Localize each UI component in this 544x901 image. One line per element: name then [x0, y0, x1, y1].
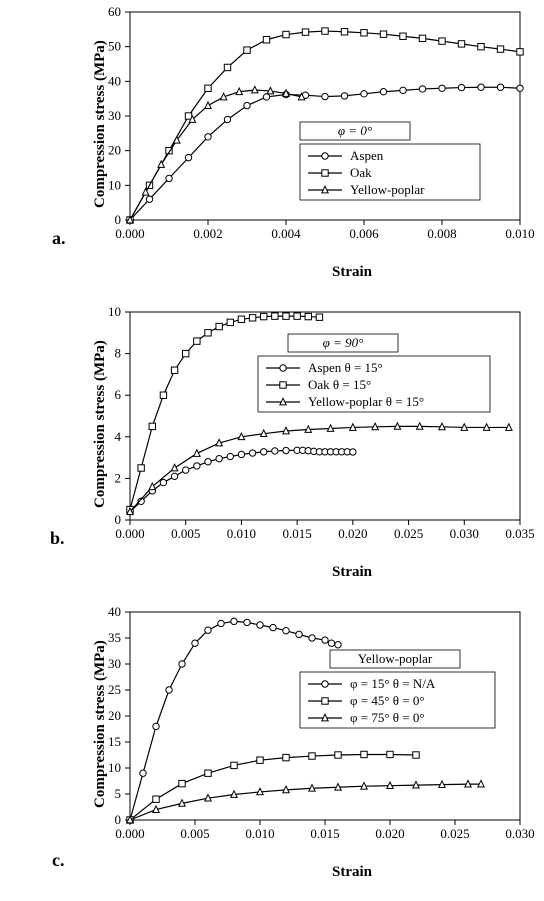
svg-text:0.030: 0.030	[450, 526, 479, 541]
panel-c: c. Compression stress (MPa) 0.0000.0050.…	[0, 600, 544, 892]
svg-text:0.025: 0.025	[440, 826, 469, 841]
svg-text:0.010: 0.010	[245, 826, 274, 841]
chart-b-xlabel: Strain	[0, 564, 544, 581]
svg-text:8: 8	[115, 346, 122, 361]
svg-text:10: 10	[108, 304, 121, 319]
svg-text:φ = 75° θ = 0°: φ = 75° θ = 0°	[350, 710, 425, 725]
svg-text:φ = 15° θ = N/A: φ = 15° θ = N/A	[350, 676, 436, 691]
page: a. Compression stress (MPa) 0.0000.0020.…	[0, 0, 544, 901]
chart-a-svg: 0.000 0.002 0.004 0.006 0.008 0.010 0 10 20 30 40 5…	[0, 0, 544, 292]
svg-text:Yellow-poplar: Yellow-poplar	[358, 651, 433, 666]
svg-text:20: 20	[108, 143, 121, 158]
svg-text:0.010: 0.010	[505, 226, 534, 241]
chart-a-xlabel: Strain	[0, 264, 544, 281]
svg-text:0.015: 0.015	[283, 526, 312, 541]
svg-text:35: 35	[108, 630, 121, 645]
svg-text:25: 25	[108, 682, 121, 697]
chart-b-svg: 0.000 0.005 0.010 0.015 0.020 0.025 0.030 0.035…	[0, 300, 544, 592]
svg-text:0.015: 0.015	[310, 826, 339, 841]
svg-text:60: 60	[108, 4, 121, 19]
svg-text:0.004: 0.004	[271, 226, 301, 241]
svg-text:0.010: 0.010	[227, 526, 256, 541]
svg-text:Oak θ = 15°: Oak θ = 15°	[308, 377, 371, 392]
svg-text:0: 0	[115, 212, 122, 227]
svg-text:6: 6	[115, 387, 122, 402]
svg-text:40: 40	[108, 73, 121, 88]
svg-text:30: 30	[108, 108, 121, 123]
svg-text:2: 2	[115, 470, 122, 485]
svg-text:Aspen θ = 15°: Aspen θ = 15°	[308, 360, 383, 375]
svg-text:50: 50	[108, 39, 121, 54]
svg-text:30: 30	[108, 656, 121, 671]
svg-text:20: 20	[108, 708, 121, 723]
svg-text:0.000: 0.000	[115, 226, 144, 241]
svg-text:φ = 45° θ = 0°: φ = 45° θ = 0°	[350, 693, 425, 708]
svg-text:0: 0	[115, 512, 122, 527]
svg-text:φ = 90°: φ = 90°	[323, 335, 364, 350]
svg-text:5: 5	[115, 786, 122, 801]
chart-a-ylabel: Compression stress (MPa)	[92, 40, 109, 208]
svg-text:Oak: Oak	[350, 165, 372, 180]
svg-text:0: 0	[115, 812, 122, 827]
svg-text:0.020: 0.020	[338, 526, 367, 541]
svg-text:0.005: 0.005	[180, 826, 209, 841]
svg-text:15: 15	[108, 734, 121, 749]
chart-c-svg: 0.000 0.005 0.010 0.015 0.020 0.025 0.030 0 5 10 1…	[0, 600, 544, 892]
svg-text:Yellow-poplar θ = 15°: Yellow-poplar θ = 15°	[308, 394, 424, 409]
svg-text:40: 40	[108, 604, 121, 619]
svg-text:0.025: 0.025	[394, 526, 423, 541]
svg-text:0.020: 0.020	[375, 826, 404, 841]
panel-b-label: b.	[50, 528, 65, 549]
svg-text:Aspen: Aspen	[350, 148, 384, 163]
chart-c-xlabel: Strain	[0, 864, 544, 881]
svg-text:10: 10	[108, 760, 121, 775]
svg-text:φ = 0°: φ = 0°	[338, 123, 372, 138]
svg-text:0.008: 0.008	[427, 226, 456, 241]
chart-c-ylabel: Compression stress (MPa)	[92, 640, 109, 808]
svg-text:0.006: 0.006	[349, 226, 379, 241]
svg-text:10: 10	[108, 177, 121, 192]
panel-a-label: a.	[52, 228, 66, 249]
chart-b-ylabel: Compression stress (MPa)	[92, 340, 109, 508]
svg-text:0.000: 0.000	[115, 826, 144, 841]
svg-text:0.005: 0.005	[171, 526, 200, 541]
panel-b: b. Compression stress (MPa) 0.0000.0050.…	[0, 300, 544, 592]
svg-text:0.030: 0.030	[505, 826, 534, 841]
svg-text:4: 4	[115, 429, 122, 444]
svg-text:Yellow-poplar: Yellow-poplar	[350, 182, 425, 197]
svg-text:0.002: 0.002	[193, 226, 222, 241]
panel-a: a. Compression stress (MPa) 0.0000.0020.…	[0, 0, 544, 292]
svg-text:0.000: 0.000	[115, 526, 144, 541]
svg-text:0.035: 0.035	[505, 526, 534, 541]
